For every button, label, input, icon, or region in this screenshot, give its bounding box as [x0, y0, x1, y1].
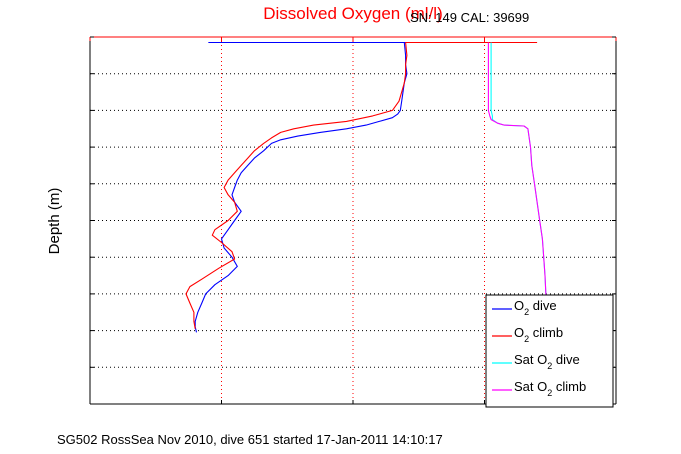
legend-label-subscript: 2 — [547, 388, 552, 398]
dive-caption: SG502 RossSea Nov 2010, dive 651 started… — [57, 432, 443, 447]
sn-cal-label: SN: 149 CAL: 39699 — [410, 10, 529, 25]
legend-label-rest: dive — [529, 298, 556, 313]
legend-label-sat-dive: Sat O2 dive — [514, 352, 580, 371]
legend-box — [485, 294, 614, 408]
legend-label-o2-dive: O2 dive — [514, 298, 557, 317]
legend-label-main: O — [514, 298, 524, 313]
series-line-o2-dive — [194, 42, 408, 333]
legend-label-rest: climb — [529, 325, 563, 340]
series-line-sat-climb — [487, 42, 547, 304]
legend-label-rest: climb — [552, 379, 586, 394]
legend-label-subscript: 2 — [524, 334, 529, 344]
legend-label-main: Sat O — [514, 379, 547, 394]
legend-label-subscript: 2 — [524, 307, 529, 317]
legend-label-sat-climb: Sat O2 climb — [514, 379, 586, 398]
series-line-o2-climb — [185, 42, 408, 329]
y-axis-label: Depth (m) — [46, 188, 63, 255]
series-lines — [185, 42, 547, 333]
series-line-sat-dive — [490, 42, 547, 304]
chart-title: Dissolved Oxygen (ml/l) — [263, 4, 443, 23]
legend-label-o2-climb: O2 climb — [514, 325, 563, 344]
legend-label-subscript: 2 — [547, 361, 552, 371]
legend-label-main: Sat O — [514, 352, 547, 367]
legend-label-main: O — [514, 325, 524, 340]
legend-label-rest: dive — [552, 352, 579, 367]
